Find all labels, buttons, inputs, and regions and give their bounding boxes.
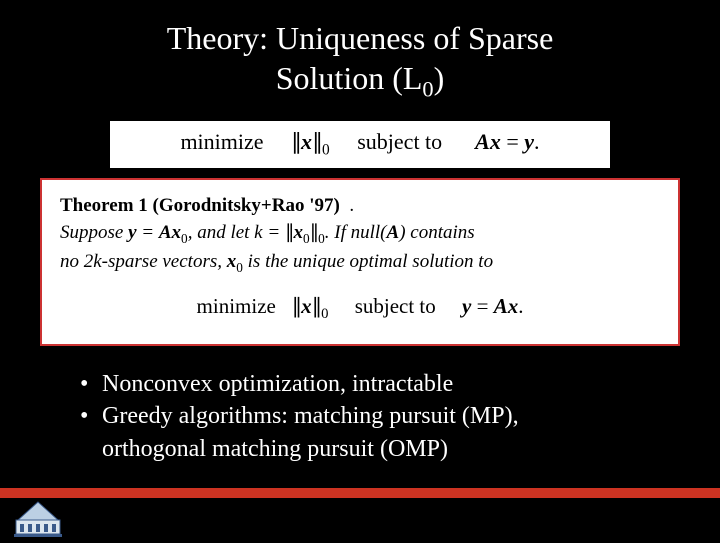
slide-title: Theory: Uniqueness of Sparse Solution (L… [0, 0, 720, 103]
minimize-label: minimize [180, 129, 263, 154]
bullet-list: • Nonconvex optimization, intractable • … [0, 368, 720, 465]
bullet-item: • Greedy algorithms: matching pursuit (M… [80, 400, 720, 465]
institution-logo-icon [14, 498, 62, 538]
footer-accent-bar [0, 488, 720, 498]
subject-to-label: subject to [357, 129, 442, 154]
title-line-2: Solution (L0) [0, 58, 720, 103]
bullet-icon: • [80, 400, 102, 432]
theorem-box: Theorem 1 (Gorodnitsky+Rao '97) . Suppos… [40, 178, 680, 346]
title-line-1: Theory: Uniqueness of Sparse [0, 18, 720, 58]
theorem-heading: Theorem 1 (Gorodnitsky+Rao '97) . [60, 192, 660, 220]
theorem-equation: minimize ∥x∥0 subject to y = Ax. [60, 291, 660, 326]
optimization-problem-box: minimize ∥x∥0 subject to Ax = y. [110, 121, 610, 167]
theorem-body: Suppose y = Ax0, and let k = ∥x0∥0. If n… [60, 219, 660, 277]
bullet-item: • Nonconvex optimization, intractable [80, 368, 720, 400]
bullet-icon: • [80, 368, 102, 400]
